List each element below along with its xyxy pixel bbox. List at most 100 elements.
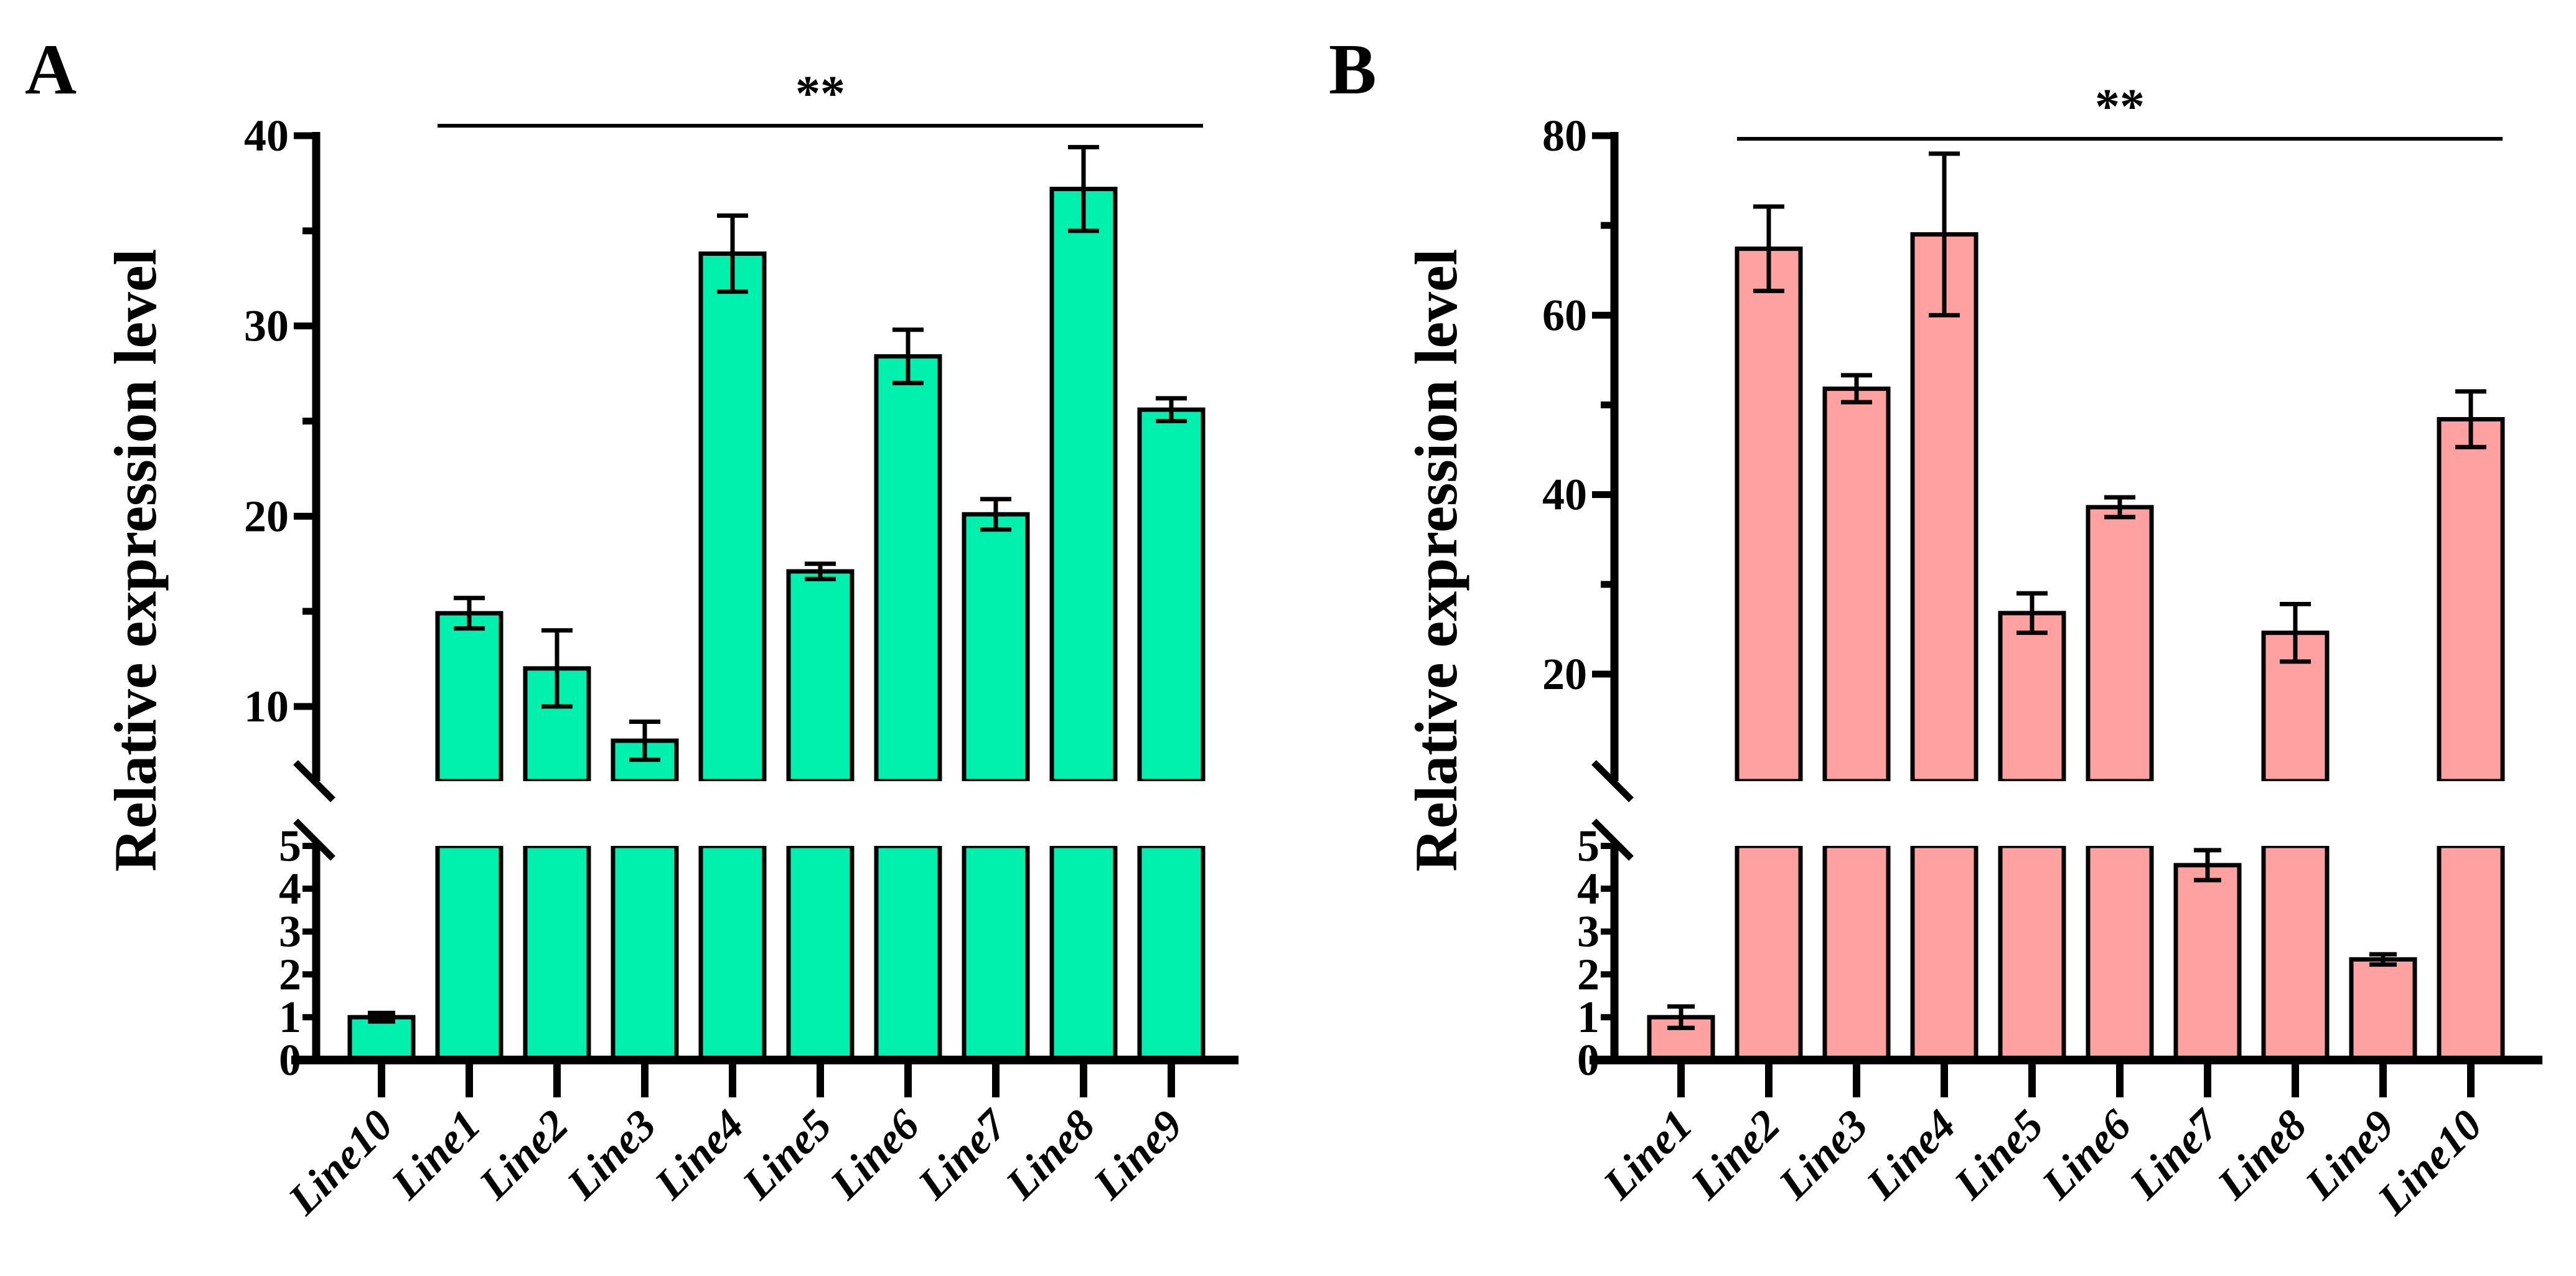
bar [2349,957,2417,1063]
bar-cut [2085,842,2155,846]
bar-cut [785,842,855,846]
bar-cut [698,842,767,846]
bar-cut [961,781,1031,785]
y-tick-label: 0 [1577,1035,1599,1085]
bar-lower-segment [962,843,1030,1063]
error-bar [2016,591,2048,636]
bar-lower-segment [1998,843,2066,1063]
x-tick-label: Line5 [733,1101,841,1209]
bar [1049,187,1118,784]
y-tick-label: 1 [1577,992,1599,1042]
x-tick-label: Line2 [470,1101,578,1209]
bar-lower-segment [2261,843,2330,1063]
bar-cut [522,781,592,785]
bar [874,354,942,784]
bar-cut [1909,842,1979,846]
y-tick-label: 0 [279,1035,301,1085]
error-bar [541,628,573,709]
y-tick-label: 3 [279,907,301,957]
y-tick-label: 1 [279,992,301,1042]
bar-cut [434,781,504,785]
bar-lower-segment [1822,843,1891,1063]
bar-cut [1822,842,1891,846]
x-tick-label: Line8 [996,1101,1104,1209]
bar-cut [610,781,680,785]
bar-cut [610,842,680,846]
y-tick-label: 10 [244,682,289,731]
bar-lower-segment [435,843,503,1063]
x-tick-label: Line1 [382,1101,490,1209]
bar [1735,246,1803,784]
error-bar [629,719,660,762]
bar [1822,387,1891,784]
bar-lower-segment [698,843,767,1063]
error-bar [454,596,485,631]
x-tick-label: Line4 [1857,1101,1965,1209]
y-tick-label: 4 [279,864,301,914]
bar [1137,407,1206,784]
error-bar [368,1010,395,1024]
error-bar [1667,1004,1695,1030]
y-tick-label: 5 [279,821,301,871]
error-bar [1156,396,1187,423]
bar-cut [873,842,943,846]
bar [786,569,855,784]
bar-cut [2085,781,2155,785]
bar [1998,611,2066,784]
bar-cut [1734,842,1804,846]
error-bar [1929,151,1960,317]
bar-cut [1136,781,1206,785]
x-tick-label: Line9 [1084,1101,1192,1209]
error-bar [1753,204,1784,293]
bar-lower-segment [2086,843,2154,1063]
bar-cut [2436,842,2506,846]
error-bar [2194,848,2221,883]
bar-lower-segment [1735,843,1803,1063]
bar [962,512,1030,784]
bar-cut [1997,781,2067,785]
significance-label: ** [795,67,845,121]
bar-lower-segment [874,843,942,1063]
bar-cut [785,781,855,785]
y-tick-label: 80 [1542,111,1587,161]
bar-cut [1734,781,1804,785]
bar-cut [1049,781,1118,785]
error-bar [2104,495,2135,520]
error-bar [1841,373,1872,405]
significance-label: ** [2095,80,2145,134]
bar [435,611,503,784]
x-tick-label: Line3 [558,1101,665,1209]
error-bar [805,561,836,581]
bar-cut [961,842,1031,846]
x-tick-label: Line3 [1769,1101,1877,1209]
bar-lower-segment [523,843,591,1063]
bar-cut [434,842,504,846]
x-tick-label: Line8 [2208,1101,2316,1209]
bar-cut [2260,842,2330,846]
y-axis-label: Relative expression level [1403,249,1469,872]
x-tick-label: Line7 [909,1100,1018,1209]
bar-lower-segment [1910,843,1979,1063]
error-bar [2455,389,2486,449]
error-bar [892,327,924,385]
error-bar [2369,952,2397,967]
x-tick-label: Line4 [645,1101,753,1209]
x-tick-label: Line6 [821,1101,929,1209]
bar-cut [1136,842,1206,846]
panel-label: A [25,30,77,109]
bar-lower-segment [786,843,855,1063]
x-tick-label: Line10 [279,1101,402,1224]
error-bar [2280,602,2311,664]
y-tick-label: 4 [1577,864,1599,914]
bar [2437,417,2505,784]
bar [2086,505,2154,784]
bar [2173,863,2242,1063]
bar-cut [873,781,943,785]
error-bar [717,213,748,294]
y-tick-label: 3 [1577,907,1599,957]
y-tick-label: 5 [1577,821,1599,871]
y-tick-label: 2 [1577,949,1599,999]
y-tick-label: 40 [244,111,289,161]
